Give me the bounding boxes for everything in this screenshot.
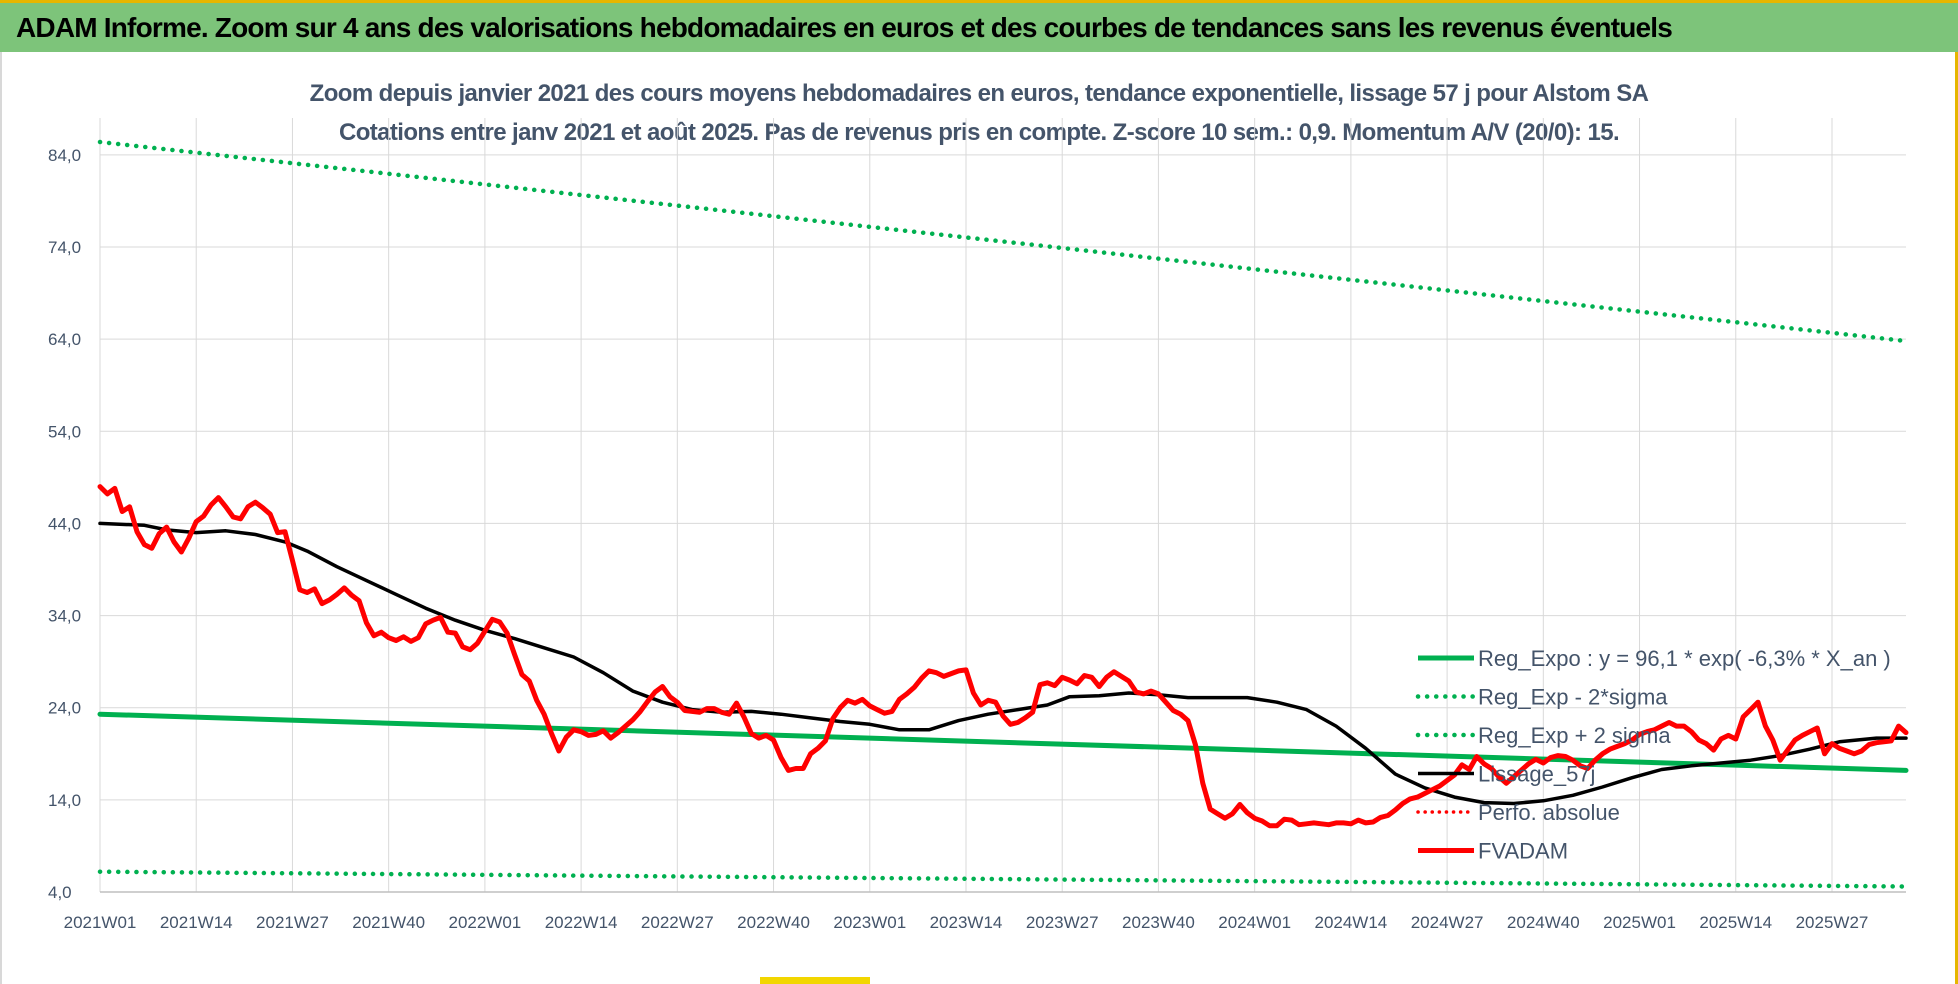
x-tick-label: 2024W27 xyxy=(1411,913,1484,932)
x-tick-label: 2022W14 xyxy=(545,913,618,932)
x-tick-label: 2025W01 xyxy=(1603,913,1676,932)
legend-label-reg-exp-2-sigma: Reg_Exp + 2 sigma xyxy=(1478,723,1671,748)
y-tick-label: 64,0 xyxy=(48,330,81,349)
x-tick-label: 2025W27 xyxy=(1796,913,1869,932)
y-tick-label: 74,0 xyxy=(48,238,81,257)
x-tick-label: 2021W01 xyxy=(64,913,137,932)
banner-title: ADAM Informe. Zoom sur 4 ans des valoris… xyxy=(16,11,1673,43)
banner: ADAM Informe. Zoom sur 4 ans des valoris… xyxy=(0,0,1958,52)
y-tick-label: 54,0 xyxy=(48,422,81,441)
legend-label-lissage-57j: Lissage_57j xyxy=(1478,762,1595,787)
y-tick-label: 84,0 xyxy=(48,146,81,165)
series-line-reg-exp-2-sigma xyxy=(97,869,1909,889)
legend-label-reg-exp-2-sigma: Reg_Exp - 2*sigma xyxy=(1478,685,1668,710)
x-axis: 2021W01 2021W14 2021W27 2021W40 2022W01 2022W… xyxy=(64,913,1869,932)
x-tick-label: 2023W27 xyxy=(1026,913,1099,932)
x-tick-label: 2023W40 xyxy=(1122,913,1195,932)
x-tick-label: 2021W14 xyxy=(160,913,233,932)
x-tick-label: 2024W40 xyxy=(1507,913,1580,932)
chart-subtitle: Cotations entre janv 2021 et août 2025. … xyxy=(338,119,1620,146)
x-tick-label: 2022W01 xyxy=(448,913,521,932)
y-tick-label: 24,0 xyxy=(48,699,81,718)
bottom-accent-bar xyxy=(760,977,870,984)
legend-label-fvadam: FVADAM xyxy=(1478,839,1568,864)
x-tick-label: 2022W40 xyxy=(737,913,810,932)
x-tick-label: 2022W27 xyxy=(641,913,714,932)
x-tick-label: 2024W01 xyxy=(1218,913,1291,932)
x-tick-label: 2023W01 xyxy=(833,913,906,932)
y-tick-label: 44,0 xyxy=(48,514,81,533)
series-line-reg-exp-2-sigma xyxy=(97,139,1909,344)
x-tick-label: 2021W27 xyxy=(256,913,329,932)
y-tick-label: 14,0 xyxy=(48,791,81,810)
series-group xyxy=(97,139,1909,889)
series-line-reg-expo-y-96-1-exp-6-3-x-an xyxy=(97,711,1909,773)
chart-frame xyxy=(0,52,1958,984)
x-tick-label: 2021W40 xyxy=(352,913,425,932)
x-tick-label: 2024W14 xyxy=(1314,913,1387,932)
y-tick-label: 34,0 xyxy=(48,607,81,626)
y-axis: 4,0 14,0 24,0 34,0 44,0 54,0 64,0 74,0 84,0 xyxy=(48,146,81,902)
series-line-fvadam xyxy=(97,484,1909,829)
legend-label-perfo-absolue: Perfo. absolue xyxy=(1478,800,1620,825)
x-tick-label: 2023W14 xyxy=(930,913,1003,932)
chart-title: Zoom depuis janvier 2021 des cours moyen… xyxy=(309,80,1649,107)
x-tick-label: 2025W14 xyxy=(1699,913,1772,932)
y-tick-label: 4,0 xyxy=(48,883,72,902)
legend-label-reg-expo-y-96-1-exp-6-3-x-an: Reg_Expo : y = 96,1 * exp( -6,3% * X_an … xyxy=(1478,646,1891,671)
legend: Reg_Expo : y = 96,1 * exp( -6,3% * X_an … xyxy=(1415,646,1891,864)
